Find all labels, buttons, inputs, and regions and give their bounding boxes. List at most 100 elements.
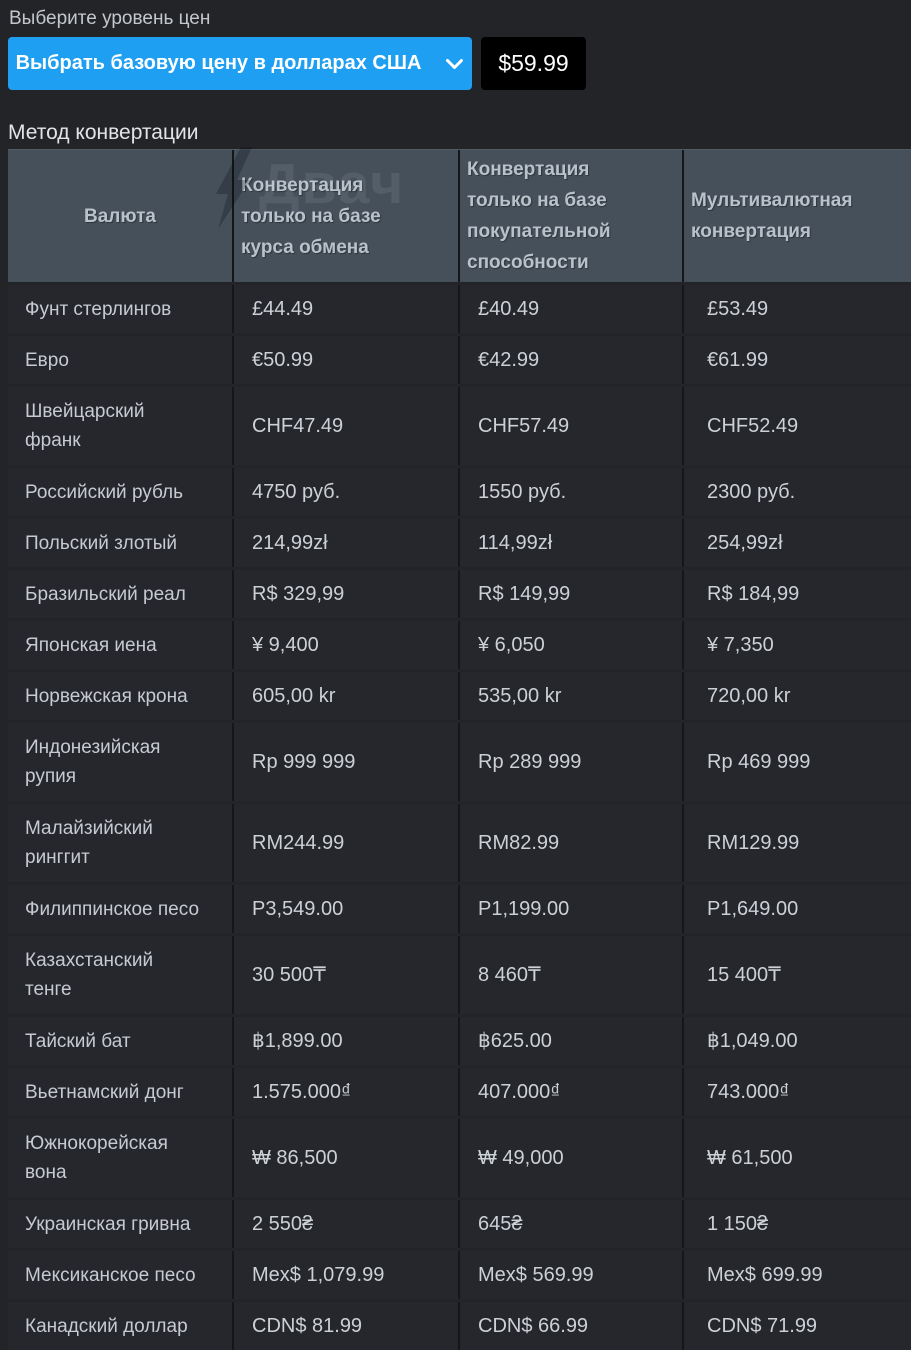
price-cell: Mex$ 1,079.99: [232, 1251, 458, 1299]
price-cell: €50.99: [232, 336, 458, 384]
price-value: £44.49: [252, 297, 314, 320]
price-cell: ₩ 86,500: [232, 1119, 458, 1197]
currency-name-line: Малайзийский: [25, 818, 153, 839]
price-cell: Rp 469 999: [682, 723, 911, 801]
currency-name-cell: Малайзийский ринггит: [8, 804, 232, 882]
price-cell: ¥ 7,350: [682, 621, 911, 669]
price-cell: 720,00 kr: [682, 672, 911, 720]
price-cell: 535,00 kr: [458, 672, 682, 720]
price-value: 15 400₸: [707, 963, 781, 986]
price-value: 743.000₫: [707, 1080, 790, 1103]
table-header-row: Валюта Конвертация только на базе курса обм…: [8, 149, 911, 282]
column-header-purchasing-power-only: Конвертация только на базе покупательной сп…: [458, 150, 682, 282]
price-cell: ฿1,049.00: [682, 1017, 911, 1065]
price-value: P1,649.00: [707, 897, 799, 920]
price-value: RM82.99: [478, 831, 560, 854]
currency-name-line: Филиппинское песо: [25, 898, 200, 920]
price-value: €42.99: [478, 348, 540, 371]
price-level-label: Выберите уровень цен: [9, 8, 211, 29]
column-header-currency: Валюта: [8, 150, 232, 282]
price-value: 535,00 kr: [478, 684, 562, 707]
currency-name-cell: Канадский доллар: [8, 1302, 232, 1350]
price-cell: P1,649.00: [682, 885, 911, 933]
price-cell: Mex$ 699.99: [682, 1251, 911, 1299]
currency-name-line: Казахстанский: [25, 950, 154, 971]
conversion-method-label: Метод конвертации: [8, 121, 199, 144]
price-cell: 2 550₴: [232, 1200, 458, 1248]
currency-name-line: Фунт стерлингов: [25, 298, 172, 320]
header-line: покупательной: [467, 221, 611, 242]
price-cell: CHF57.49: [458, 387, 682, 465]
currency-name-line: Швейцарский: [25, 401, 145, 422]
price-value: CDN$ 71.99: [707, 1314, 818, 1337]
price-cell: RM82.99: [458, 804, 682, 882]
price-cell: R$ 184,99: [682, 570, 911, 618]
price-cell: RM244.99: [232, 804, 458, 882]
price-cell: 8 460₸: [458, 936, 682, 1014]
price-cell: CDN$ 81.99: [232, 1302, 458, 1350]
table-row: Индонезийская рупия Rp 999 999 Rp 289 999 Rp…: [8, 723, 911, 801]
price-cell: P1,199.00: [458, 885, 682, 933]
price-value: 8 460₸: [478, 963, 541, 986]
currency-name-line: Тайский бат: [25, 1030, 131, 1052]
price-value: 720,00 kr: [707, 684, 791, 707]
header-line: Конвертация: [241, 174, 364, 196]
price-cell: 1.575.000₫: [232, 1068, 458, 1116]
table-row: Вьетнамский донг 1.575.000₫ 407.000₫ 743.00…: [8, 1068, 911, 1116]
price-cell: ฿1,899.00: [232, 1017, 458, 1065]
base-price-dropdown[interactable]: Выбрать базовую цену в долларах США: [8, 37, 472, 90]
base-price-value: $59.99: [481, 37, 586, 90]
currency-name-cell: Швейцарский франк: [8, 387, 232, 465]
price-cell: R$ 149,99: [458, 570, 682, 618]
currency-name-line: Украинская гривна: [25, 1213, 191, 1235]
price-value: 407.000₫: [478, 1080, 561, 1103]
currency-name-cell: Польский злотый: [8, 519, 232, 567]
price-cell: CHF52.49: [682, 387, 911, 465]
price-cell: 114,99zł: [458, 519, 682, 567]
currency-name-cell: Бразильский реал: [8, 570, 232, 618]
header-line: только на базе: [467, 190, 607, 211]
price-cell: Rp 289 999: [458, 723, 682, 801]
currency-name-line: франк: [25, 430, 81, 451]
price-value: P1,199.00: [478, 897, 570, 920]
price-cell: ₩ 49,000: [458, 1119, 682, 1197]
base-price-dropdown-label: Выбрать базовую цену в долларах США: [15, 52, 422, 74]
price-cell: Mex$ 569.99: [458, 1251, 682, 1299]
currency-name-line: Норвежская крона: [25, 685, 188, 707]
price-value: CDN$ 81.99: [252, 1314, 363, 1337]
currency-name-line: Канадский доллар: [25, 1315, 188, 1337]
price-value: £40.49: [478, 297, 540, 320]
price-value: Mex$ 1,079.99: [252, 1263, 385, 1286]
price-value: CHF52.49: [707, 414, 799, 437]
price-value: CHF57.49: [478, 414, 570, 437]
table-row: Филиппинское песо P3,549.00 P1,199.00 P1,64…: [8, 885, 911, 933]
currency-name-cell: Казахстанский тенге: [8, 936, 232, 1014]
price-value: 254,99zł: [707, 531, 783, 554]
price-value: 605,00 kr: [252, 684, 336, 707]
price-value: €50.99: [252, 348, 314, 371]
currency-name-line: рупия: [25, 766, 77, 787]
header-line: Валюта: [84, 205, 156, 227]
currency-name-cell: Фунт стерлингов: [8, 285, 232, 333]
currency-name-line: Японская иена: [25, 634, 157, 656]
price-cell: R$ 329,99: [232, 570, 458, 618]
currency-name-line: Вьетнамский донг: [25, 1081, 184, 1103]
price-cell: 254,99zł: [682, 519, 911, 567]
currency-name-cell: Японская иена: [8, 621, 232, 669]
price-value: ¥ 6,050: [478, 633, 545, 656]
table-row: Бразильский реал R$ 329,99 R$ 149,99 R$ 184…: [8, 570, 911, 618]
price-cell: ¥ 6,050: [458, 621, 682, 669]
currency-name-cell: Вьетнамский донг: [8, 1068, 232, 1116]
price-cell: 407.000₫: [458, 1068, 682, 1116]
header-line: Мультивалютная: [691, 190, 853, 211]
price-value: ฿1,899.00: [252, 1029, 343, 1052]
table-row: Японская иена ¥ 9,400 ¥ 6,050 ¥ 7,350: [8, 621, 911, 669]
table-row: Мексиканское песо Mex$ 1,079.99 Mex$ 569.9…: [8, 1251, 911, 1299]
price-value: £53.49: [707, 297, 769, 320]
price-value: €61.99: [707, 348, 769, 371]
currency-name-line: Бразильский реал: [25, 583, 186, 605]
price-cell: £53.49: [682, 285, 911, 333]
price-value: RM244.99: [252, 831, 345, 854]
column-header-multi-currency: Мультивалютная конвертация: [682, 150, 911, 282]
table-row: Канадский доллар CDN$ 81.99 CDN$ 66.99 CDN$…: [8, 1302, 911, 1350]
